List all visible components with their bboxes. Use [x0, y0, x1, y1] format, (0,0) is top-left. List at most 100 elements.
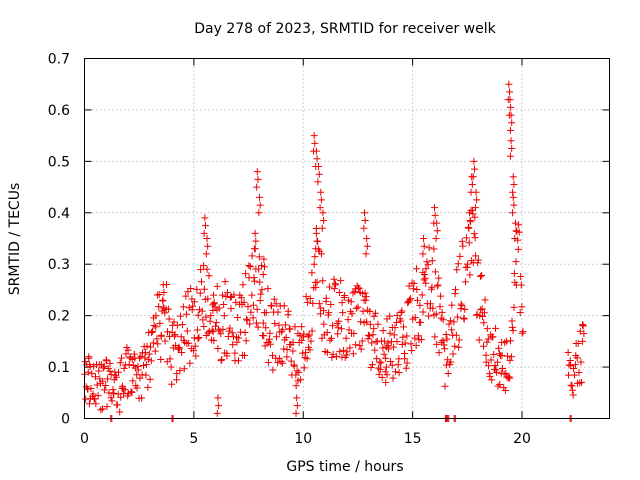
data-point: [519, 328, 527, 336]
data-point: [509, 193, 517, 201]
data-point: [293, 394, 301, 402]
data-point: [400, 323, 408, 331]
data-point: [120, 364, 128, 372]
data-point: [310, 260, 318, 268]
data-point: [342, 334, 350, 342]
data-point: [248, 291, 256, 299]
data-point: [268, 302, 276, 310]
data-point: [251, 277, 259, 285]
data-point: [110, 389, 118, 397]
data-point: [142, 361, 150, 369]
data-point: [144, 383, 152, 391]
data-point: [509, 173, 517, 181]
data-point: [425, 312, 433, 320]
data-point: [309, 299, 317, 307]
data-point: [518, 303, 526, 311]
data-point: [357, 345, 365, 353]
data-point: [218, 356, 226, 364]
data-point: [506, 127, 514, 134]
data-point: [390, 331, 398, 339]
data-point: [413, 286, 421, 294]
data-point: [507, 111, 515, 119]
data-point: [449, 350, 457, 358]
data-point: [154, 340, 162, 348]
data-point: [289, 347, 297, 355]
data-point: [185, 339, 193, 347]
data-point: [398, 307, 406, 315]
data-point: [313, 237, 321, 245]
data-point: [374, 320, 382, 328]
data-point: [336, 348, 344, 356]
data-point: [279, 359, 287, 367]
data-point: [306, 294, 314, 302]
data-point: [410, 279, 418, 287]
data-point: [240, 298, 248, 306]
data-point: [379, 344, 387, 352]
data-point: [245, 262, 253, 270]
data-point: [203, 235, 211, 242]
data-point: [472, 188, 480, 196]
data-point: [219, 291, 227, 299]
data-point: [492, 324, 500, 332]
data-point: [511, 235, 519, 242]
data-point: [494, 382, 502, 390]
data-point: [508, 145, 516, 152]
data-point: [577, 358, 585, 366]
data-point: [369, 331, 377, 339]
data-point: [221, 278, 229, 286]
data-point: [432, 310, 440, 318]
data-point: [262, 324, 270, 332]
x-tick-label: 10: [294, 431, 312, 447]
data-point: [388, 361, 396, 369]
data-point: [161, 309, 169, 317]
data-point: [578, 378, 586, 386]
data-point: [312, 283, 320, 291]
data-point: [283, 346, 291, 354]
data-point: [434, 281, 442, 289]
data-point: [373, 355, 381, 363]
data-point: [454, 313, 462, 321]
y-tick-label: 0.1: [48, 360, 70, 376]
data-point: [344, 316, 352, 324]
data-point: [261, 263, 269, 271]
data-point: [252, 319, 260, 327]
data-point: [319, 277, 327, 285]
y-tick-label: 0.3: [48, 257, 70, 273]
data-point: [416, 301, 424, 309]
data-point: [209, 307, 217, 314]
data-point: [346, 344, 354, 352]
data-point: [510, 201, 518, 209]
data-point: [106, 359, 114, 367]
data-point: [442, 331, 450, 339]
data-point: [435, 349, 443, 357]
data-point: [258, 262, 266, 270]
data-point: [487, 356, 495, 364]
data-point: [233, 338, 241, 346]
data-point: [271, 320, 279, 328]
data-point: [461, 305, 469, 313]
data-point: [325, 283, 333, 291]
data-point: [305, 331, 313, 339]
data-point: [483, 325, 491, 333]
data-point: [153, 335, 161, 343]
data-point: [115, 368, 123, 376]
data-point: [382, 379, 390, 386]
data-point: [88, 370, 96, 378]
data-point: [274, 308, 282, 316]
data-point: [505, 373, 513, 381]
data-point: [375, 370, 383, 378]
chart-title: Day 278 of 2023, SRMTID for receiver wel…: [194, 21, 496, 37]
data-point: [173, 376, 181, 384]
data-point: [280, 302, 288, 310]
data-point: [256, 297, 264, 305]
data-point: [500, 384, 508, 392]
data-point: [424, 261, 432, 269]
data-point: [232, 298, 240, 306]
data-point: [142, 371, 150, 379]
data-point: [314, 178, 322, 186]
data-point: [207, 312, 215, 320]
data-point: [149, 339, 157, 347]
data-point: [219, 325, 227, 333]
data-point: [514, 245, 522, 253]
data-point: [91, 395, 99, 403]
